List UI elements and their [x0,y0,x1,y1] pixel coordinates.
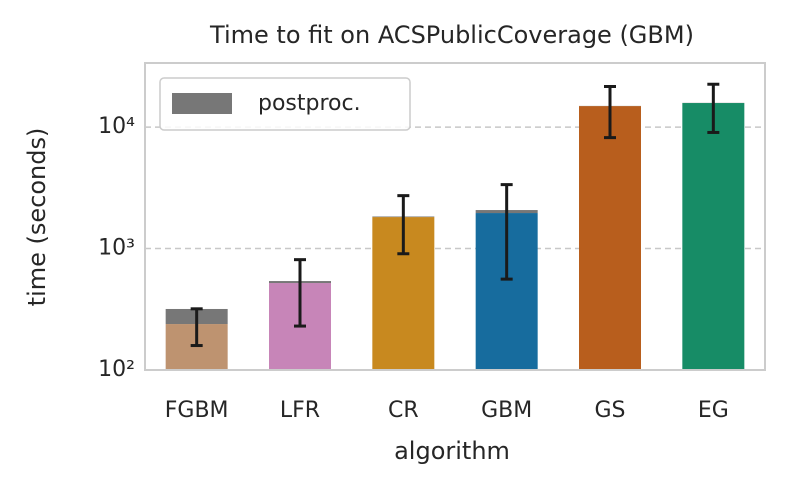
x-axis-label: algorithm [394,437,510,465]
x-tick-label: FGBM [165,398,229,423]
error-bar [190,307,203,348]
bar [579,106,641,371]
chart-title: Time to fit on ACSPublicCoverage (GBM) [209,21,694,49]
plot-frame [144,62,766,371]
error-bar [500,183,513,281]
legend-box [159,77,411,131]
legend-label: postproc. [258,91,361,116]
x-tick-label: GS [594,398,625,423]
error-bar [294,258,306,328]
y-tick-label: 10⁴ [98,114,135,139]
x-tick-label: EG [698,398,729,423]
x-tick-label: GBM [481,398,532,423]
x-tick-label: CR [388,398,419,423]
y-tick-label: 10² [98,357,135,382]
error-bar [707,82,720,134]
x-tick-label: LFR [280,398,320,423]
legend-swatch [172,93,232,114]
y-axis-label: time (seconds) [23,128,51,307]
y-tick-label: 10³ [98,236,135,261]
error-bar [397,194,410,256]
bar [682,103,745,371]
error-bar [604,84,616,140]
